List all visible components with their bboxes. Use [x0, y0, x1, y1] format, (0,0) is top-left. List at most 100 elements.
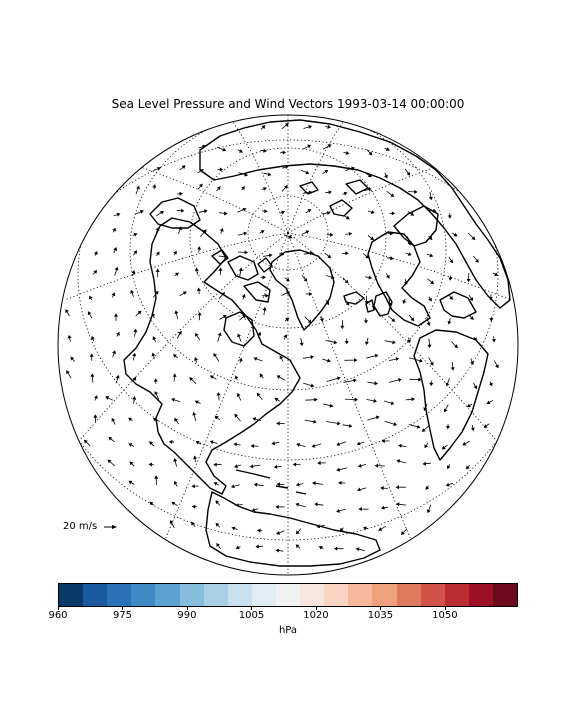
wind-vector-head — [256, 392, 261, 397]
wind-vector — [72, 358, 75, 362]
wind-vector-head — [149, 501, 154, 506]
wind-vector — [485, 423, 490, 427]
wind-vector-head — [155, 251, 160, 256]
wind-vector-head — [172, 373, 177, 377]
colorbar-segment — [107, 584, 132, 606]
wind-vector — [197, 170, 202, 174]
wind-vector-head — [367, 173, 372, 178]
wind-vector — [423, 425, 430, 431]
colorbar-tick-mark — [122, 607, 124, 610]
wind-vector — [198, 210, 205, 213]
wind-vector — [473, 382, 476, 387]
wind-vector — [326, 421, 338, 424]
wind-vector — [386, 190, 393, 196]
wind-vector — [282, 166, 287, 169]
wind-vector-head — [419, 358, 423, 363]
wind-vector-head — [473, 337, 477, 342]
wind-vector — [218, 255, 225, 257]
wind-vector-head — [257, 528, 261, 533]
wind-vector-head — [414, 189, 418, 194]
colorbar-segment — [131, 584, 156, 606]
wind-vector-head — [386, 274, 390, 279]
wind-vector — [301, 231, 307, 235]
wind-vector-head — [445, 482, 450, 487]
wind-vector-head — [275, 548, 280, 553]
colorbar-segment — [420, 584, 445, 606]
wind-vector — [153, 338, 156, 342]
colorbar-segment — [179, 584, 204, 606]
coastlines — [123, 119, 511, 567]
wind-vector-head — [284, 165, 289, 169]
wind-vector-head — [196, 287, 201, 292]
wind-vector — [404, 278, 407, 283]
wind-vector-head — [242, 314, 246, 319]
wind-vector-head — [356, 487, 361, 492]
wind-vector-head — [231, 526, 236, 531]
wind-vector-head — [152, 184, 157, 188]
wind-vector — [402, 528, 408, 534]
wind-vector-head — [209, 375, 214, 379]
wind-vector — [324, 252, 330, 257]
wind-vector-head — [233, 442, 237, 447]
wind-vector-head — [191, 484, 195, 489]
wind-vector — [278, 550, 284, 552]
wind-vector — [194, 458, 196, 463]
wind-vector-head — [133, 328, 138, 333]
wind-vector-head — [262, 275, 266, 280]
wind-vector — [135, 312, 140, 317]
wind-vector — [363, 189, 370, 192]
wind-vector-head — [107, 459, 112, 464]
wind-vector-head — [275, 504, 279, 509]
wind-vector — [193, 414, 197, 422]
wind-vector-head — [238, 267, 243, 272]
wind-vector — [451, 341, 457, 347]
wind-vector-head — [449, 296, 453, 301]
wind-vector-head — [295, 502, 300, 507]
colorbar-segment — [275, 584, 301, 606]
wind-vector — [338, 441, 347, 445]
wind-vector-head — [345, 151, 350, 155]
wind-vector — [425, 442, 429, 446]
wind-vector-head — [111, 292, 116, 297]
wind-vector-head — [447, 320, 452, 325]
wind-vector-head — [428, 297, 432, 302]
wind-vector — [424, 403, 428, 409]
wind-vector-head — [203, 209, 208, 214]
wind-vector-head — [380, 486, 384, 491]
wind-vector — [468, 232, 474, 239]
wind-vector-head — [154, 290, 159, 295]
wind-vector-head — [329, 232, 334, 237]
wind-vector-head — [385, 147, 390, 152]
wind-vector — [303, 126, 310, 129]
colorbar-segment — [348, 584, 373, 606]
wind-vector-head — [350, 166, 355, 171]
wind-vector-head — [152, 417, 157, 422]
wind-vector-head — [252, 417, 257, 421]
wind-vector-head — [285, 317, 290, 322]
wind-vector-head — [67, 334, 72, 339]
wind-vector — [366, 337, 369, 343]
wind-vector-head — [466, 465, 470, 470]
wind-vector — [242, 296, 245, 300]
wind-vector — [216, 188, 219, 192]
wind-vector — [325, 299, 328, 303]
wind-vector — [388, 379, 400, 383]
wind-vector-head — [189, 377, 194, 381]
wind-vector-head — [339, 527, 344, 532]
wind-vector — [385, 273, 389, 277]
wind-vector-head — [234, 375, 239, 380]
wind-vector — [405, 252, 410, 255]
coastline-asia — [199, 119, 511, 309]
wind-vector-head — [303, 277, 308, 282]
coastline-africa — [413, 329, 489, 461]
colorbar-tick-mark — [444, 607, 446, 610]
wind-vector-head — [390, 193, 395, 197]
wind-vector-head — [89, 353, 94, 357]
wind-vector — [239, 270, 242, 277]
wind-vector-head — [373, 398, 377, 403]
wind-vector — [426, 316, 429, 324]
wind-vector-head — [171, 501, 176, 506]
wind-vector — [153, 168, 159, 171]
wind-vector-head — [450, 367, 455, 371]
